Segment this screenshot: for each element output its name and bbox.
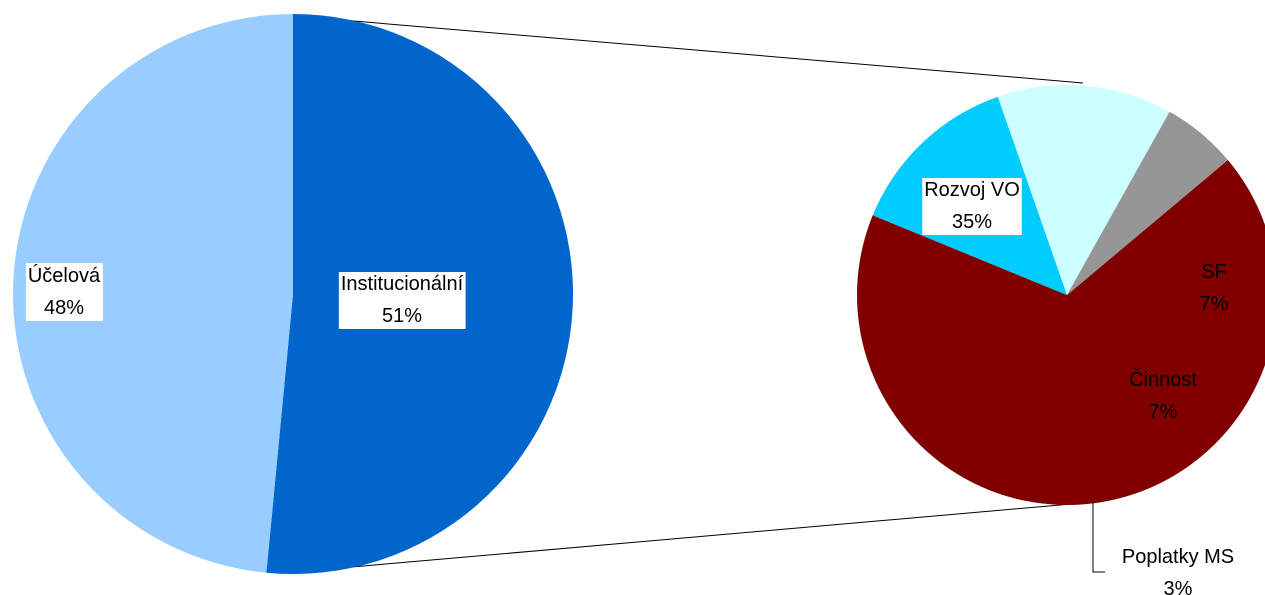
slice-ucelova bbox=[13, 14, 293, 573]
label-sf: SF 7% bbox=[1200, 261, 1229, 315]
svg-text:SF: SF bbox=[1201, 261, 1227, 283]
svg-text:Činnost: Činnost bbox=[1129, 368, 1197, 391]
connector-line-bottom bbox=[282, 502, 1084, 574]
svg-text:Účelová: Účelová bbox=[28, 264, 101, 287]
connector-lines bbox=[282, 14, 1084, 574]
data-labels: Institucionální 51% Účelová 48% Rozvoj VO 35%… bbox=[25, 178, 1234, 595]
svg-text:7%: 7% bbox=[1200, 293, 1229, 315]
svg-text:3%: 3% bbox=[1164, 578, 1193, 595]
slice-cinnost bbox=[997, 85, 1170, 295]
label-background bbox=[338, 272, 466, 329]
svg-text:Institucionální: Institucionální bbox=[341, 273, 464, 295]
slice-rozvoj-vo bbox=[857, 160, 1265, 505]
svg-text:35%: 35% bbox=[952, 211, 992, 233]
label-institucionalni: Institucionální 51% bbox=[338, 272, 466, 329]
label-background bbox=[25, 263, 103, 321]
svg-text:Rozvoj VO: Rozvoj VO bbox=[924, 179, 1020, 201]
label-poplatky-ms: Poplatky MS 3% bbox=[1122, 546, 1234, 595]
svg-text:48%: 48% bbox=[44, 297, 84, 319]
leader-line-poplatky-ms bbox=[1092, 502, 1105, 573]
svg-text:7%: 7% bbox=[1149, 401, 1178, 423]
connector-line-top bbox=[282, 14, 1084, 84]
label-ucelova: Účelová 48% bbox=[25, 263, 103, 321]
label-rozvoj-vo: Rozvoj VO 35% bbox=[922, 178, 1022, 235]
label-cinnost: Činnost 7% bbox=[1129, 368, 1197, 423]
label-background bbox=[922, 178, 1022, 235]
svg-text:51%: 51% bbox=[382, 305, 422, 327]
svg-text:Poplatky MS: Poplatky MS bbox=[1122, 546, 1234, 568]
slice-poplatky-ms bbox=[1067, 111, 1228, 296]
